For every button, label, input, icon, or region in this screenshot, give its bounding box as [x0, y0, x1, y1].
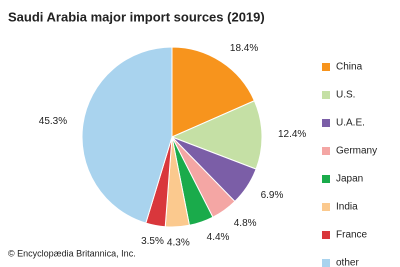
legend-label: Germany [336, 146, 377, 157]
pie-slice [81, 46, 173, 224]
value-label: 4.3% [167, 237, 190, 248]
legend-label: India [336, 202, 358, 213]
pie-slice [170, 100, 263, 170]
value-label: 18.4% [230, 43, 258, 54]
legend-label: U.S. [336, 90, 355, 101]
value-label: 45.3% [39, 116, 67, 127]
legend-label: China [336, 62, 363, 73]
value-label: 12.4% [278, 129, 306, 140]
chart-title: Saudi Arabia major import sources (2019) [8, 9, 265, 24]
legend-label: France [336, 230, 368, 241]
legend-label: U.A.E. [336, 118, 365, 129]
legend-swatch [322, 259, 330, 267]
legend-swatch [322, 91, 330, 99]
value-label: 3.5% [141, 236, 164, 247]
value-label: 6.9% [261, 190, 284, 201]
legend-label: Japan [336, 174, 363, 185]
credit: © Encyclopædia Britannica, Inc. [8, 248, 136, 258]
legend-swatch [322, 119, 330, 127]
legend-swatch [322, 175, 330, 183]
value-label: 4.8% [234, 218, 257, 229]
value-label: 4.4% [207, 232, 230, 243]
legend-label: other [336, 258, 359, 267]
legend-swatch [322, 63, 330, 71]
legend-swatch [322, 203, 330, 211]
pie-slice [171, 46, 256, 138]
legend-swatch [322, 231, 330, 239]
legend-swatch [322, 147, 330, 155]
